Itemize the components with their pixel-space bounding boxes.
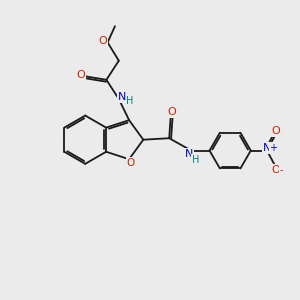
Text: N: N	[118, 92, 126, 103]
Text: -: -	[280, 165, 284, 175]
Text: N: N	[263, 142, 271, 153]
Text: O: O	[98, 36, 107, 46]
Text: O: O	[126, 158, 135, 168]
Text: O: O	[167, 107, 176, 117]
Text: H: H	[192, 155, 200, 165]
Text: H: H	[126, 96, 134, 106]
Text: O: O	[76, 70, 85, 80]
Text: N: N	[185, 149, 193, 159]
Text: O: O	[272, 165, 280, 175]
Text: O: O	[272, 126, 280, 136]
Text: +: +	[269, 142, 278, 153]
